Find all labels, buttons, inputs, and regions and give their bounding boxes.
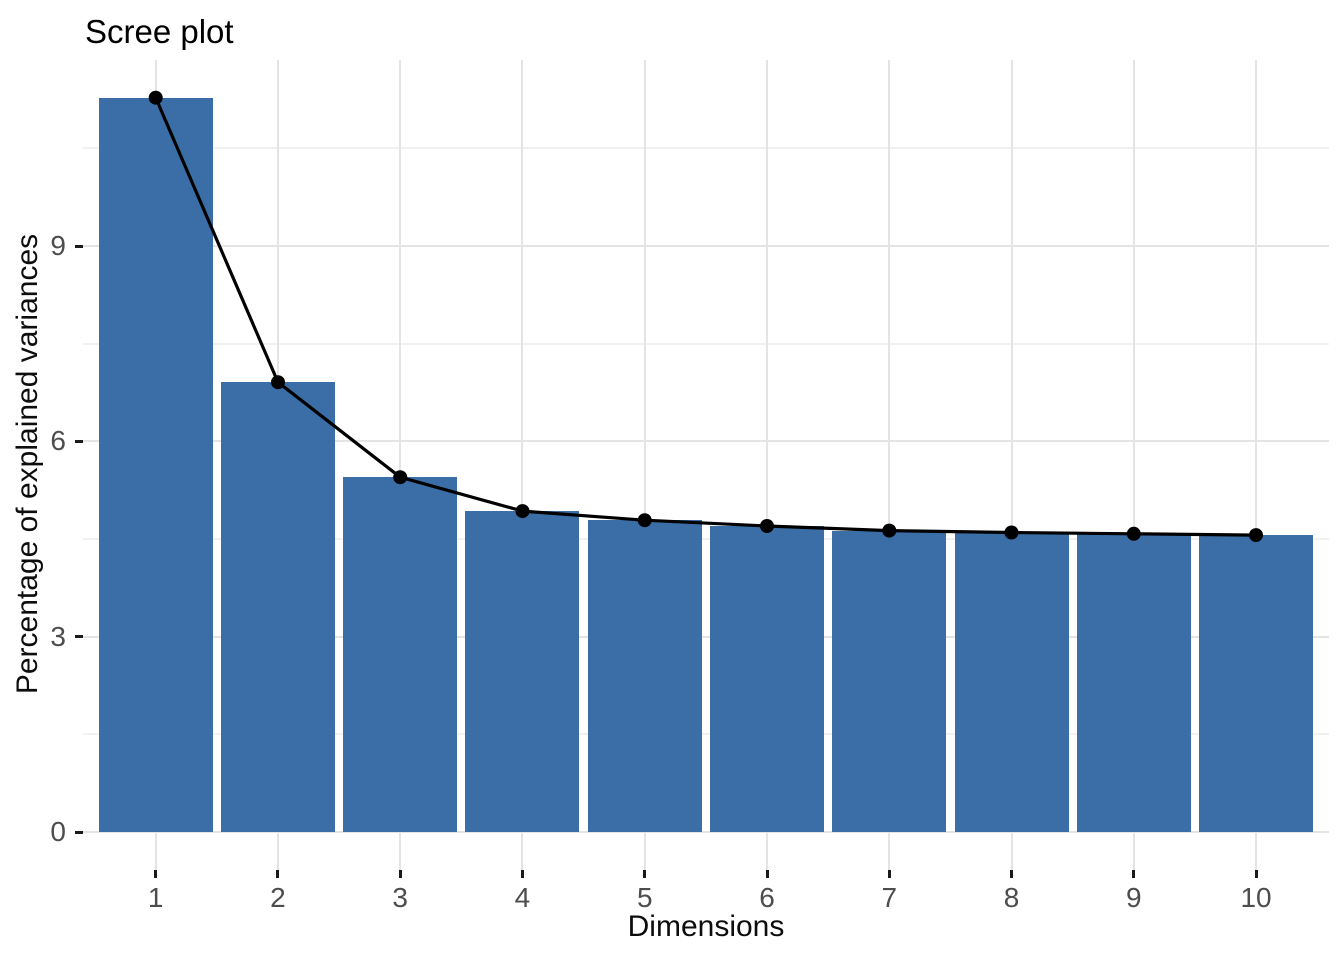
x-tick-label: 4 [514, 882, 531, 913]
x-axis-tick [643, 870, 647, 878]
data-point-dim-6 [760, 519, 774, 533]
data-point-dim-3 [393, 470, 408, 485]
scree-line [154, 96, 1258, 537]
y-axis-tick [75, 244, 83, 248]
x-tick-label: 9 [1125, 882, 1142, 913]
h-gridline-minor [83, 538, 1329, 541]
x-axis-tick [887, 870, 891, 878]
bar-dim-2 [220, 382, 335, 832]
x-axis-tick [1010, 870, 1014, 878]
v-gridline [399, 60, 402, 870]
x-axis-tick [276, 870, 280, 878]
h-gridline-major [83, 245, 1329, 248]
bar-dim-6 [710, 526, 824, 832]
bar-dim-5 [587, 520, 702, 832]
v-gridline [1010, 60, 1013, 870]
y-axis-title: Percentage of explained variances [11, 233, 44, 695]
x-tick-label: 8 [1003, 882, 1020, 913]
x-axis-tick [520, 870, 524, 878]
data-point-dim-7 [882, 523, 897, 538]
chart-title: Scree plot [85, 13, 234, 50]
h-gridline-minor [83, 342, 1329, 345]
data-point-dim-2 [271, 375, 285, 390]
data-point-dim-8 [1004, 525, 1019, 540]
data-point-dim-10 [1249, 528, 1263, 543]
h-gridline-minor [83, 147, 1329, 150]
x-tick-label: 7 [881, 882, 898, 913]
y-tick-label: 0 [50, 816, 66, 847]
x-axis-tick [154, 870, 158, 878]
bar-dim-7 [832, 530, 947, 832]
v-gridline [888, 60, 891, 870]
v-gridline [1132, 60, 1135, 870]
h-gridline-major [83, 440, 1329, 443]
v-gridline [766, 60, 768, 870]
bar-dim-9 [1076, 533, 1191, 832]
v-gridline [643, 60, 646, 870]
x-axis-tick [398, 870, 402, 878]
v-gridline [521, 60, 524, 870]
h-gridline-major [83, 635, 1329, 638]
x-tick-label: 6 [759, 882, 775, 913]
x-axis-title: Dimensions [627, 910, 785, 943]
x-tick-label: 2 [270, 882, 286, 913]
x-tick-label: 1 [147, 882, 164, 913]
bar-dim-4 [465, 511, 580, 832]
h-gridline-minor [83, 733, 1329, 736]
x-tick-label: 3 [392, 882, 408, 913]
y-axis-tick [75, 439, 83, 443]
bar-dim-3 [343, 477, 458, 832]
x-axis-tick [765, 870, 769, 878]
v-gridline [1255, 60, 1258, 870]
bar-dim-1 [98, 97, 213, 832]
x-axis-tick [1132, 870, 1136, 878]
bar-dim-8 [954, 532, 1069, 832]
v-gridline [276, 60, 279, 870]
data-point-dim-1 [148, 90, 163, 105]
data-point-group [148, 90, 1263, 543]
h-gridline-major [83, 831, 1329, 833]
v-gridline [154, 60, 157, 870]
data-point-dim-4 [515, 504, 530, 519]
bar-dim-10 [1199, 535, 1314, 832]
y-axis-tick [75, 635, 83, 639]
x-tick-label: 5 [636, 882, 653, 913]
data-point-dim-5 [637, 513, 652, 528]
y-axis-tick [75, 830, 83, 834]
x-tick-label: 10 [1240, 882, 1272, 913]
data-point-dim-9 [1126, 526, 1141, 541]
x-axis-tick [1254, 870, 1258, 878]
